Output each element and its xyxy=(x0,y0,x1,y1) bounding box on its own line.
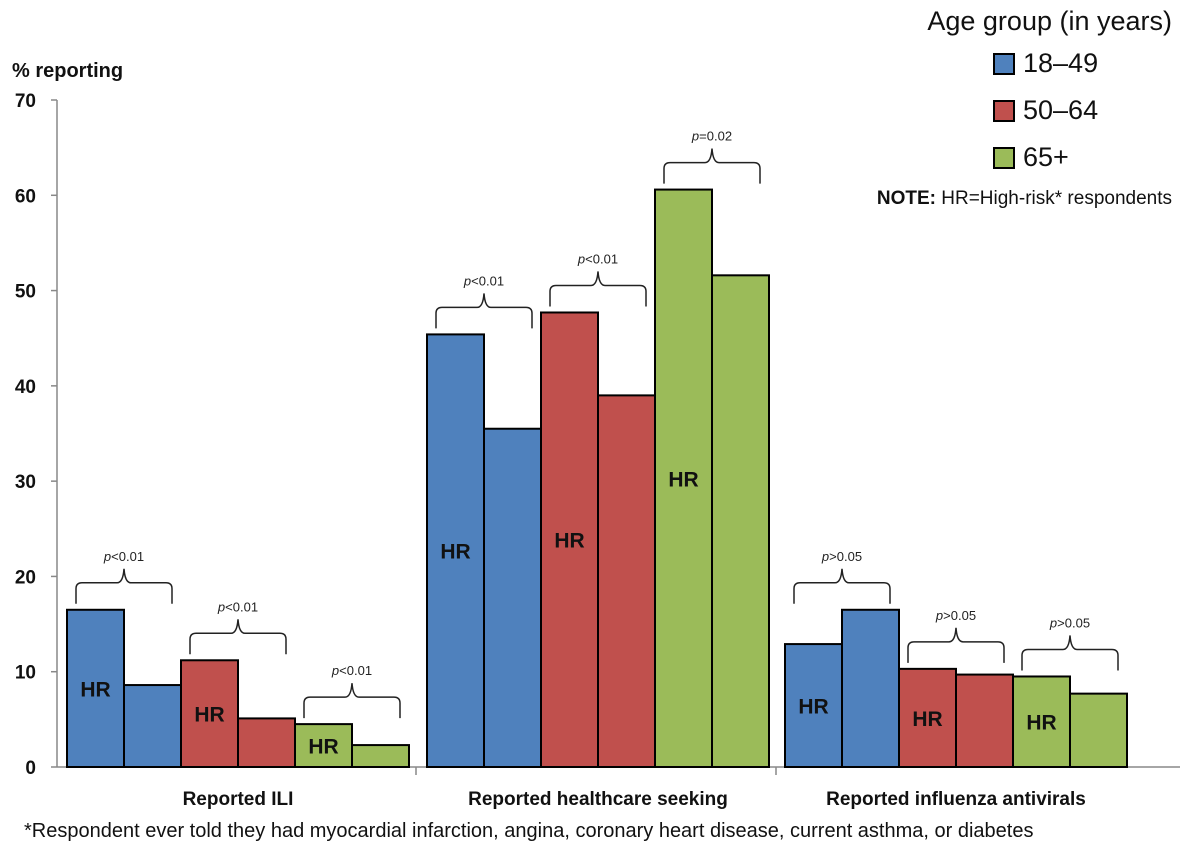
y-tick-label: 30 xyxy=(15,472,36,493)
bar-hr xyxy=(784,643,843,768)
bar-hr xyxy=(180,659,239,769)
legend-item-18-49: 18–49 xyxy=(993,48,1098,79)
legend-swatch xyxy=(993,146,1015,169)
category-label: Reported ILI xyxy=(183,789,294,810)
category-label: Reported healthcare seeking xyxy=(468,789,728,810)
hr-bar-label: HR xyxy=(308,736,338,759)
significance-brace xyxy=(189,619,287,655)
hr-bar-label: HR xyxy=(798,696,828,719)
significance-brace xyxy=(549,271,647,307)
bar-non-hr xyxy=(711,274,770,768)
p-value-label: p<0.01 xyxy=(577,251,618,266)
p-value-label: p>0.05 xyxy=(1049,615,1090,630)
significance-brace xyxy=(75,568,173,604)
bar-non-hr xyxy=(597,394,656,768)
hr-bar-label: HR xyxy=(912,708,942,731)
bar-non-hr xyxy=(237,717,296,769)
bar-non-hr xyxy=(123,684,182,768)
bar-hr xyxy=(294,723,353,768)
bar-hr xyxy=(540,311,599,768)
y-tick-label: 60 xyxy=(15,186,36,207)
significance-brace xyxy=(907,627,1005,663)
significance-brace xyxy=(663,148,761,184)
significance-brace xyxy=(1021,635,1119,671)
legend-title: Age group (in years) xyxy=(927,6,1172,36)
p-value-label: p<0.01 xyxy=(331,663,372,678)
bar-hr xyxy=(1012,675,1071,769)
y-tick-label: 20 xyxy=(15,567,36,588)
hr-bar-label: HR xyxy=(194,704,224,727)
y-tick-label: 50 xyxy=(15,282,36,303)
p-value-label: p<0.01 xyxy=(463,273,504,288)
note-text: HR=High-risk* respondents xyxy=(935,188,1172,209)
y-axis-label: % reporting xyxy=(12,60,124,82)
p-value-label: p=0.02 xyxy=(691,129,732,144)
significance-brace xyxy=(303,683,401,719)
hr-bar-label: HR xyxy=(80,678,110,701)
hr-bar-label: HR xyxy=(668,468,698,491)
bar-non-hr xyxy=(351,744,410,769)
bar-non-hr xyxy=(841,608,900,768)
y-tick-label: 70 xyxy=(15,91,36,112)
legend-label: 18–49 xyxy=(1023,48,1099,78)
bar-non-hr xyxy=(1069,692,1128,769)
p-value-label: p>0.05 xyxy=(935,608,976,623)
p-value-label: p<0.01 xyxy=(103,549,144,564)
y-tick-label: 10 xyxy=(15,663,36,684)
hr-bar-label: HR xyxy=(440,541,470,564)
bar-hr xyxy=(654,188,713,769)
y-tick-label: 0 xyxy=(25,758,36,779)
note: NOTE: HR=High-risk* respondents xyxy=(877,188,1172,210)
y-tick-label: 40 xyxy=(15,377,36,398)
hr-bar-label: HR xyxy=(1026,712,1056,735)
category-label: Reported influenza antivirals xyxy=(826,789,1086,810)
bar-non-hr xyxy=(955,673,1014,769)
hr-bar-label: HR xyxy=(554,530,584,553)
bar-hr xyxy=(426,333,485,768)
bar-hr xyxy=(66,608,125,768)
note-label: NOTE: xyxy=(876,188,936,209)
legend-item-65-plus: 65+ xyxy=(993,142,1069,173)
bar-non-hr xyxy=(483,427,542,768)
legend-label: 65+ xyxy=(1023,142,1069,172)
footnote: *Respondent ever told they had myocardia… xyxy=(24,820,1034,842)
legend-swatch xyxy=(993,52,1015,75)
legend-label: 50–64 xyxy=(1023,95,1099,125)
significance-brace xyxy=(793,568,891,604)
significance-brace xyxy=(435,293,533,329)
p-value-label: p>0.05 xyxy=(821,549,862,564)
legend-item-50-64: 50–64 xyxy=(993,95,1098,126)
p-value-label: p<0.01 xyxy=(217,599,258,614)
legend-swatch xyxy=(993,99,1015,122)
